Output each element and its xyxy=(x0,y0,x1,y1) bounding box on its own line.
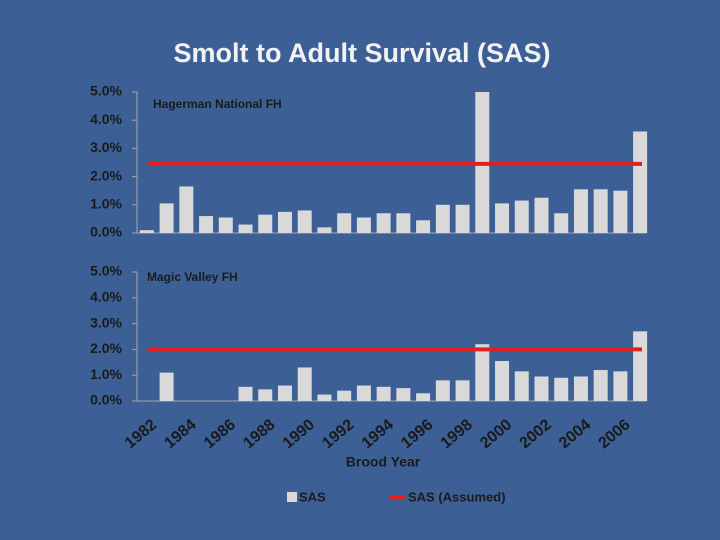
bar xyxy=(277,211,292,233)
y-tick-label: 4.0% xyxy=(90,111,122,127)
bar xyxy=(613,371,628,401)
bar xyxy=(455,204,470,233)
x-tick-label: 1992 xyxy=(319,416,357,452)
bar xyxy=(277,385,292,401)
bar xyxy=(317,227,332,233)
bar xyxy=(534,197,549,233)
bar xyxy=(435,380,450,401)
bar xyxy=(159,372,174,401)
x-tick-label: 2006 xyxy=(595,416,633,452)
y-tick-label: 3.0% xyxy=(90,314,122,330)
bar xyxy=(297,210,312,233)
bar xyxy=(573,376,588,401)
panel-label: Magic Valley FH xyxy=(147,270,238,284)
x-tick-label: 2002 xyxy=(517,416,555,452)
bar xyxy=(179,186,194,233)
legend-swatch xyxy=(287,492,297,502)
x-tick-label: 1988 xyxy=(240,416,278,452)
bar xyxy=(317,394,332,401)
bar xyxy=(159,203,174,233)
bar xyxy=(416,393,431,401)
y-tick-label: 1.0% xyxy=(90,366,122,382)
slide-title: Smolt to Adult Survival (SAS) xyxy=(173,38,550,68)
bar xyxy=(376,386,391,401)
bar xyxy=(514,200,529,233)
bar xyxy=(416,220,431,233)
bar xyxy=(337,390,352,401)
x-tick-label: 1982 xyxy=(122,416,160,452)
bar xyxy=(258,389,273,401)
bar xyxy=(495,203,510,233)
bar xyxy=(593,189,608,233)
x-axis-label: Brood Year xyxy=(346,454,421,470)
y-tick-label: 2.0% xyxy=(90,167,122,183)
bar xyxy=(337,213,352,233)
x-tick-label: 2004 xyxy=(556,416,594,452)
panel-label: Hagerman National FH xyxy=(153,97,282,111)
bar xyxy=(495,361,510,401)
x-tick-label: 1990 xyxy=(280,416,318,452)
bar xyxy=(573,189,588,233)
y-tick-label: 0.0% xyxy=(90,392,122,408)
bar xyxy=(356,385,371,401)
bar xyxy=(396,388,411,401)
bar xyxy=(258,214,273,233)
x-tick-label: 1994 xyxy=(359,416,397,452)
y-tick-label: 3.0% xyxy=(90,139,122,155)
bar xyxy=(396,213,411,233)
bar xyxy=(376,213,391,233)
x-tick-label: 1984 xyxy=(161,416,199,452)
bar xyxy=(475,344,490,401)
y-tick-label: 1.0% xyxy=(90,196,122,212)
bar xyxy=(218,217,233,233)
bar xyxy=(613,190,628,233)
x-tick-label: 1998 xyxy=(438,416,476,452)
bar xyxy=(238,224,253,233)
bar xyxy=(238,386,253,401)
bar xyxy=(593,370,608,401)
bar xyxy=(455,380,470,401)
bar xyxy=(534,376,549,401)
bar xyxy=(554,213,569,233)
x-tick-label: 1986 xyxy=(201,416,239,452)
x-tick-label: 2000 xyxy=(477,416,515,452)
y-tick-label: 4.0% xyxy=(90,289,122,305)
y-tick-label: 0.0% xyxy=(90,224,122,240)
bar xyxy=(554,377,569,401)
bar xyxy=(297,367,312,401)
legend-label: SAS (Assumed) xyxy=(408,489,506,504)
bar xyxy=(514,371,529,401)
bar xyxy=(199,216,214,233)
bar xyxy=(139,230,154,233)
legend-label: SAS xyxy=(299,489,326,504)
bar xyxy=(633,131,648,233)
bar xyxy=(356,217,371,233)
bar xyxy=(435,204,450,233)
y-tick-label: 5.0% xyxy=(90,263,122,279)
y-tick-label: 2.0% xyxy=(90,340,122,356)
x-tick-label: 1996 xyxy=(398,416,436,452)
bar xyxy=(633,331,648,401)
y-tick-label: 5.0% xyxy=(90,83,122,99)
